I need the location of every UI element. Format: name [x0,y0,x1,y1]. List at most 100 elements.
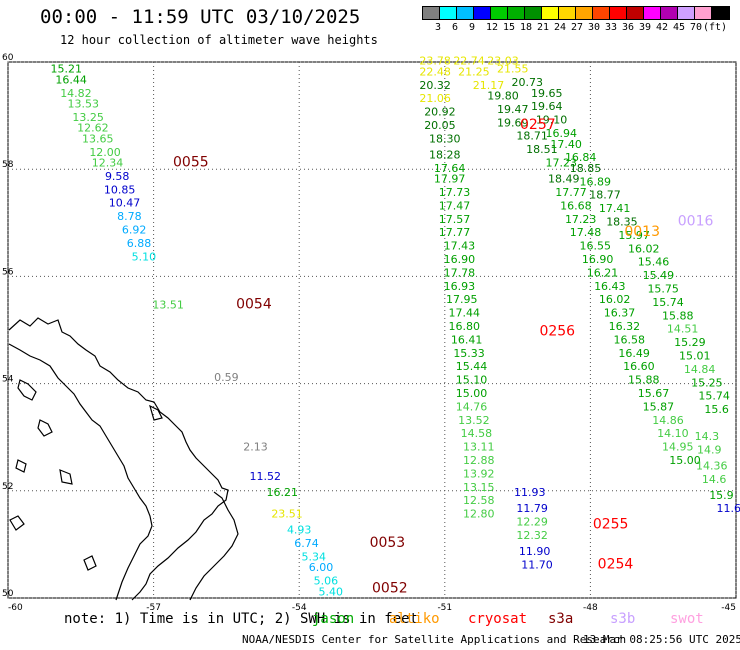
color-tick-label: 6 [452,22,459,33]
wave-height-point: 15.00 [456,387,488,400]
wave-height-point: 11.52 [249,470,281,483]
wave-height-point: 12.32 [516,529,548,542]
wave-height-point: 17.64 [434,162,466,175]
wave-height-point: 16.58 [613,333,645,346]
pass-time-label: 0256 [539,323,575,339]
legend-cryosat: cryosat [468,611,528,627]
wave-height-point: 11.6 [716,502,740,515]
color-tick-label: 33 [605,22,618,33]
wave-height-point: 15.00 [669,454,701,467]
wave-height-point: 15.75 [647,282,679,295]
wave-height-point: 17.23 [546,157,578,170]
wave-height-point: 16.90 [582,253,614,266]
color-tick-label: 36 [622,22,635,33]
wave-height-point: 15.97 [618,229,650,242]
wave-height-point: 15.46 [638,256,670,269]
legend-swot: swot [670,611,704,627]
pass-time-label: 0054 [236,297,272,313]
wave-height-point: 21.25 [458,65,490,78]
wave-height-point: 18.71 [516,130,548,143]
lon-label: -45 [721,603,736,613]
wave-height-point: 20.92 [424,106,456,119]
wave-height-point: 13.92 [463,467,495,480]
wave-height-point: 11.90 [519,545,551,558]
wave-height-point: 18.77 [589,189,621,202]
wave-height-point: 15.67 [638,387,670,400]
wave-height-point: 18.49 [548,173,580,186]
wave-height-point: 15.25 [691,376,723,389]
wave-height-point: 15.74 [652,296,684,309]
wave-height-point: 4.93 [287,524,312,537]
page-subtitle: 12 hour collection of altimeter wave hei… [60,33,378,47]
wave-height-point: 18.28 [429,148,461,161]
wave-height-point: 17.97 [434,173,466,186]
pass-time-label: 0016 [678,213,714,229]
color-tick-label: 21 [537,22,550,33]
wave-height-point: 6.00 [309,561,334,574]
wave-height-point: 11.70 [521,559,553,572]
wave-height-point: 19.69 [497,116,529,129]
wave-height-point: 10.47 [109,197,141,210]
wave-height-point: 21.06 [419,92,451,105]
legend-s3a: s3a [548,611,574,627]
wave-height-point: 14.10 [657,427,689,440]
page-title: 00:00 - 11:59 UTC 03/10/2025 [40,6,361,28]
wave-height-point: 13.15 [463,481,495,494]
lon-label: -51 [437,603,452,613]
wave-height-point: 17.78 [444,266,476,279]
wave-height-point: 17.43 [444,240,476,253]
wave-height-point: 18.30 [429,132,461,145]
wave-height-point: 15.01 [679,349,711,362]
lat-label: 56 [2,267,14,277]
wave-height-point: 15.49 [643,269,675,282]
wave-height-point: 19.10 [536,114,568,127]
wave-height-point: 9.58 [105,170,130,183]
wave-height-point: 16.60 [623,360,655,373]
wave-height-point: 16.80 [448,320,480,333]
wave-height-point: 17.77 [439,226,471,239]
wave-height-point: 20.32 [419,79,451,92]
wave-height-point: 16.21 [266,486,298,499]
wave-height-point: 18.85 [570,162,602,175]
wave-height-point: 13.53 [67,98,99,111]
wave-height-point: 18.35 [606,215,638,228]
wave-height-point: 16.43 [594,280,626,293]
pass-time-label: 0257 [520,117,556,133]
wave-height-point: 6.88 [127,237,152,250]
wave-height-point: 15.29 [674,336,706,349]
coastline [8,317,239,601]
wave-height-point: 14.36 [696,459,728,472]
wave-height-point: 19.47 [497,103,529,116]
wave-height-point: 16.68 [560,199,592,212]
footer-note: note: 1) Time is in UTC; 2) SWH is in fe… [64,611,418,627]
wave-height-point: 23.03 [487,55,519,68]
wave-height-point: 17.73 [439,186,471,199]
wave-height-point: 14.86 [652,414,684,427]
wave-height-point: 13.11 [463,441,495,454]
generated-timestamp: 13 Mar 08:25:56 UTC 2025 [583,633,740,646]
wave-height-point: 14.58 [461,427,493,440]
lon-label: -60 [8,603,23,613]
wave-height-point: 14.9 [697,443,722,456]
wave-height-point: 15.88 [662,309,694,322]
wave-height-point: 19.80 [487,90,519,103]
wave-height-point: 12.62 [77,122,109,135]
color-tick-label: 18 [520,22,533,33]
wave-height-point: 13.65 [82,132,114,145]
wave-height-point: 19.64 [531,100,563,113]
wave-height-point: 16.84 [565,151,597,164]
wave-height-point: 16.32 [609,320,641,333]
wave-height-point: 18.51 [526,143,558,156]
wave-height-point: 6.74 [294,537,319,550]
wave-height-point: 16.21 [587,266,619,279]
wave-height-point: 16.93 [444,280,476,293]
pass-time-label: 0255 [593,516,629,532]
wave-height-point: 23.78 [419,55,451,68]
wave-height-point: 15.9 [709,489,734,502]
wave-height-point: 17.95 [446,293,478,306]
wave-height-point: 17.41 [599,202,631,215]
wave-height-point: 17.57 [439,213,471,226]
wave-height-point: 15.44 [456,360,488,373]
legend-altiko: altiko [389,611,440,627]
wave-height-point: 11.79 [516,502,548,515]
